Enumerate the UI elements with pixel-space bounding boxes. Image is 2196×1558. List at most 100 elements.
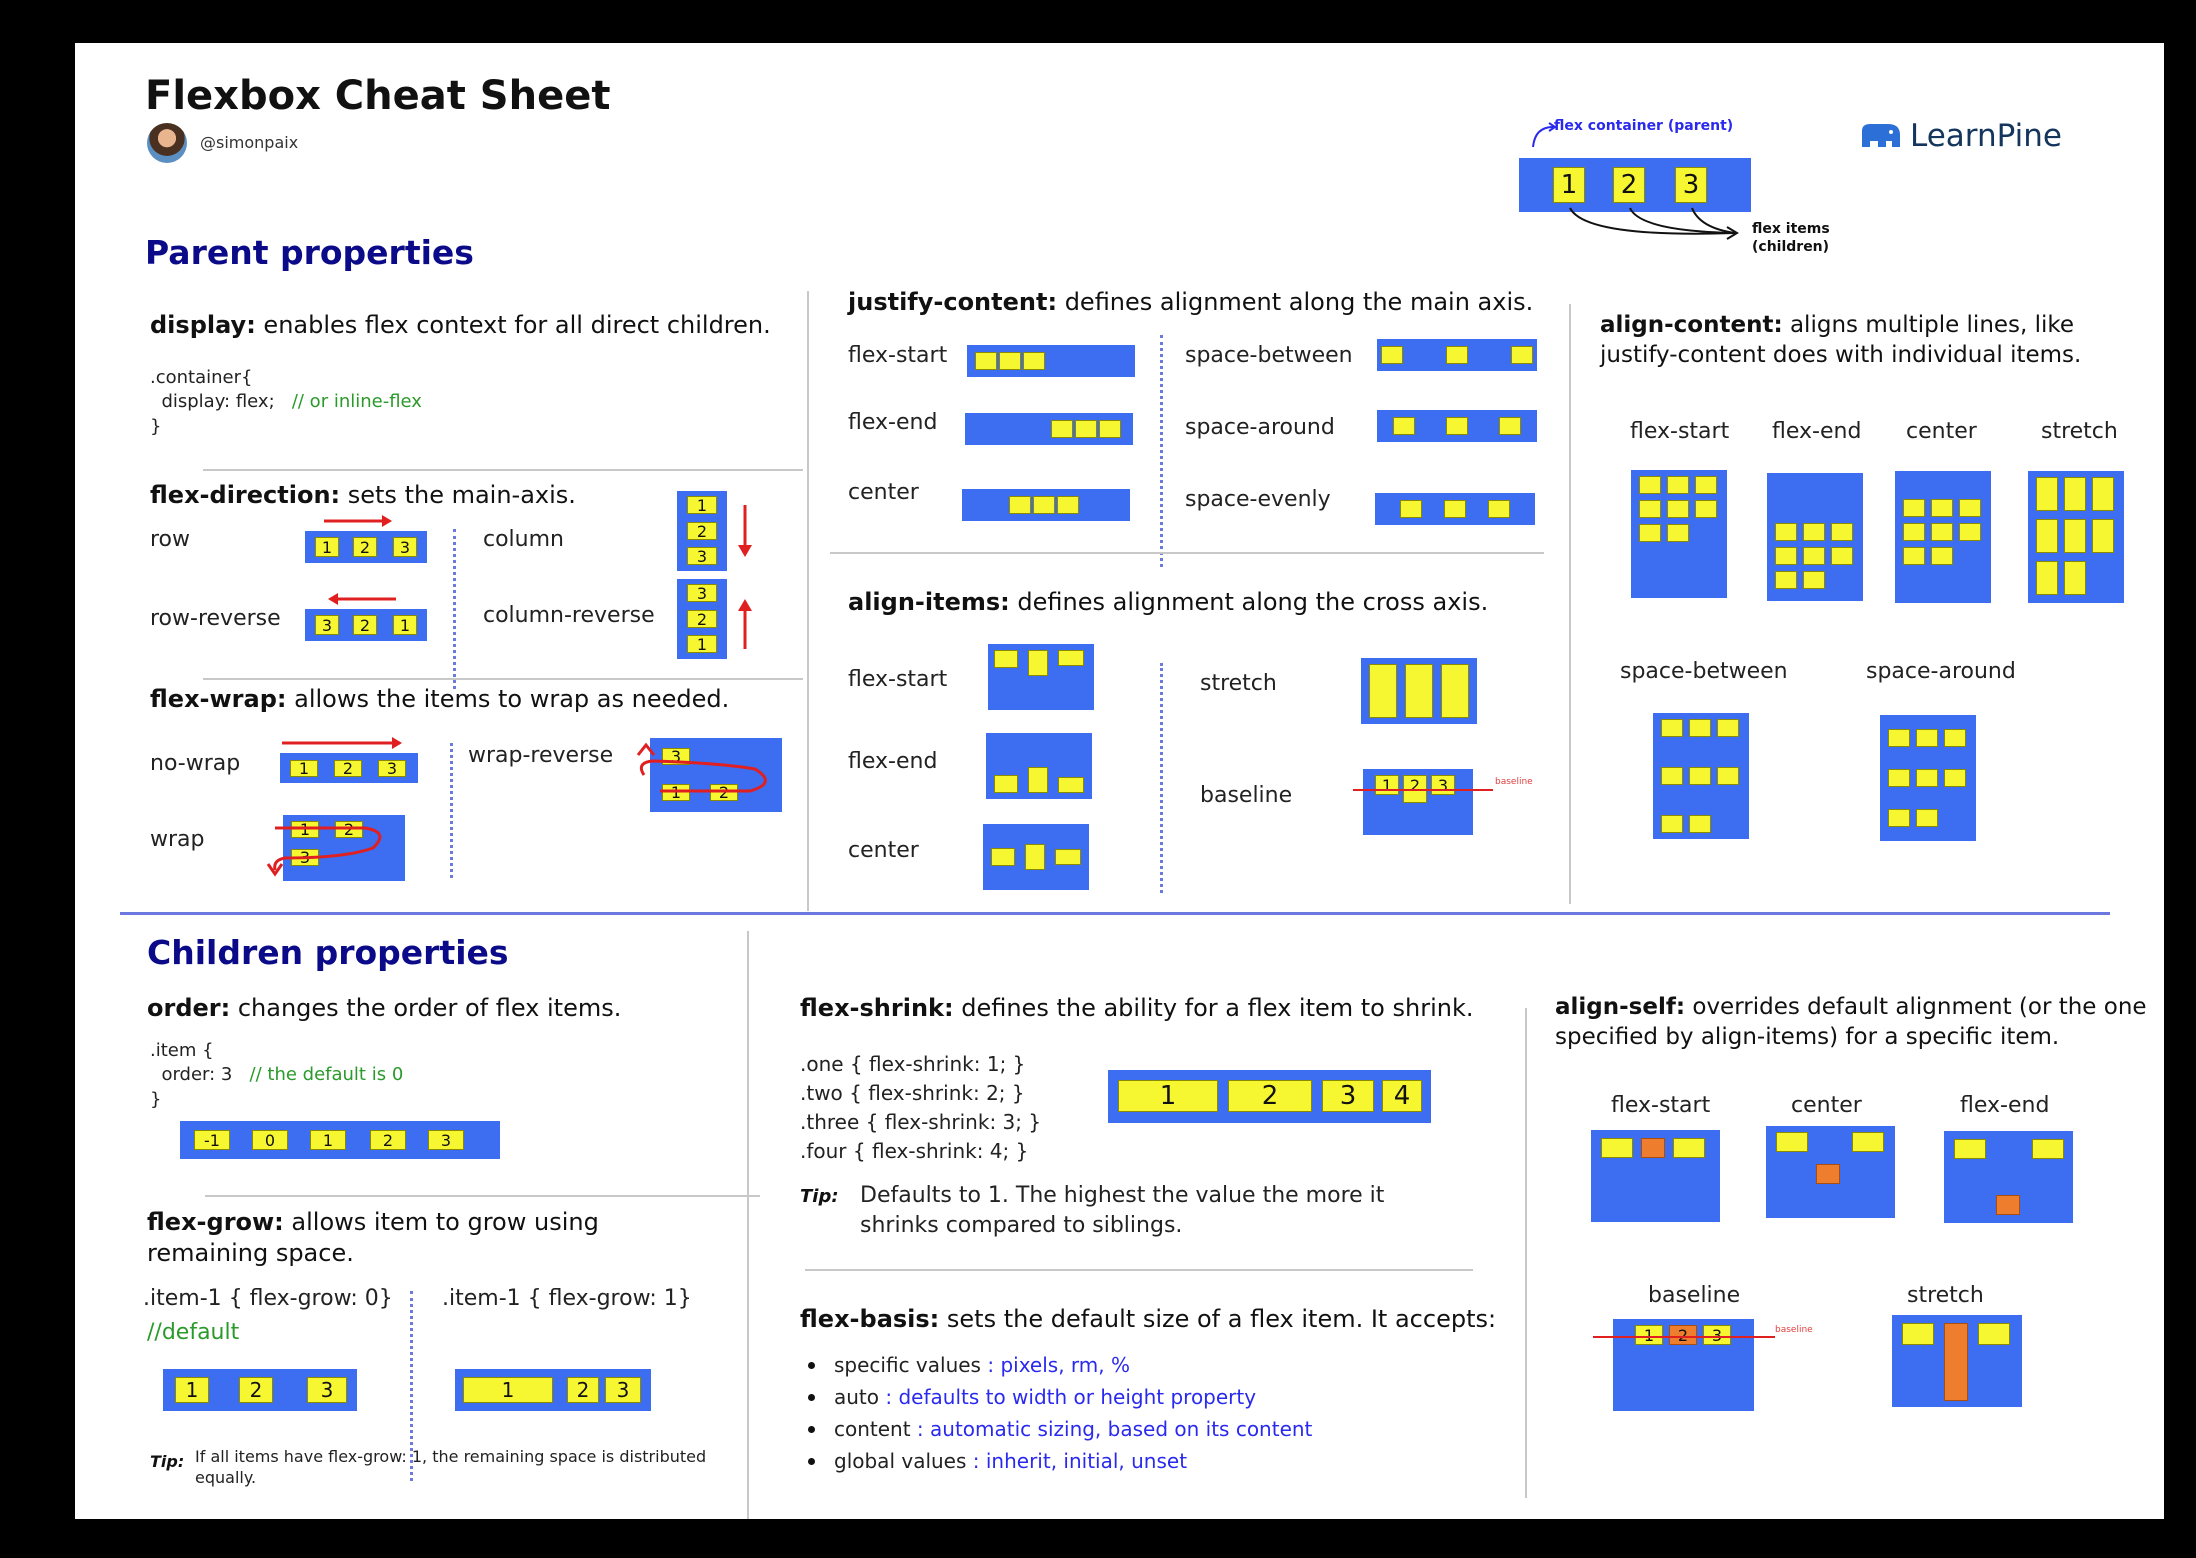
- shrink-tip-label: Tip:: [800, 1186, 839, 1207]
- label-flex-start: flex-start: [848, 667, 948, 692]
- flex-item: 2: [1228, 1080, 1312, 1112]
- flex-item: [1831, 547, 1853, 565]
- row-container: 1 2 3: [305, 531, 427, 563]
- cheat-sheet: Flexbox Cheat Sheet @simonpaix LearnPine…: [75, 43, 2164, 1519]
- justify-content-heading: justify-content: defines alignment along…: [848, 287, 1533, 318]
- flex-item: [1488, 500, 1510, 518]
- justify-flex-start-box: [967, 345, 1135, 377]
- flex-item: [1944, 729, 1966, 747]
- flex-item: [1959, 499, 1981, 517]
- flex-item: [1916, 769, 1938, 787]
- dotted-divider: [410, 1291, 413, 1481]
- grow-tip: If all items have flex-grow: 1, the rema…: [195, 1447, 707, 1487]
- align-self-stretch-box: [1892, 1315, 2022, 1407]
- column-divider: [747, 931, 749, 1519]
- code-line: }: [150, 415, 162, 437]
- flex-item: [1775, 571, 1797, 589]
- order-heading: order: changes the order of flex items.: [147, 993, 621, 1024]
- grow-code-b: .item-1 { flex-grow: 1}: [442, 1286, 692, 1311]
- flex-item: 3: [315, 615, 339, 635]
- grow-code-a: .item-1 { flex-grow: 0}: [143, 1286, 393, 1311]
- flex-item: [1058, 650, 1084, 666]
- flex-direction-heading: flex-direction: sets the main-axis.: [150, 480, 576, 511]
- flex-item: [2092, 477, 2114, 511]
- flex-item: [1954, 1139, 1986, 1159]
- children-annotation-line: flex items: [1752, 221, 1830, 237]
- flex-item: 3: [687, 584, 717, 603]
- flex-item: 4: [1382, 1080, 1422, 1112]
- label-stretch: stretch: [2041, 419, 2118, 444]
- flex-item: [1499, 417, 1521, 435]
- flex-item: [1902, 1323, 1934, 1345]
- code-line: order: 3: [150, 1064, 233, 1086]
- property-name: order:: [147, 994, 231, 1022]
- property-name: align-content:: [1600, 312, 1783, 338]
- property-desc: sets the default size of a flex item. It…: [939, 1305, 1497, 1333]
- flex-item: [1444, 500, 1466, 518]
- flex-item: [1381, 346, 1403, 364]
- author-handle: @simonpaix: [200, 133, 299, 152]
- flex-item: [1959, 523, 1981, 541]
- flex-item: 1: [290, 759, 318, 778]
- dotted-divider: [1160, 335, 1163, 567]
- flex-item: [1888, 769, 1910, 787]
- column-container: 1 2 3: [677, 491, 727, 571]
- column-reverse-container: 3 2 1: [677, 579, 727, 659]
- flex-item: 3: [307, 1377, 347, 1403]
- list-item: content : automatic sizing, based on its…: [800, 1413, 1312, 1445]
- column-divider: [807, 291, 809, 911]
- arrow-right-icon: [324, 515, 392, 527]
- flex-item: [1689, 719, 1711, 737]
- wrap-reverse-container: 3 1 2: [650, 738, 782, 812]
- order-code: .item { order: 3 // the default is 0}: [150, 1039, 403, 1112]
- list-item-value: : inherit, initial, unset: [966, 1449, 1188, 1473]
- flex-item: [1055, 849, 1081, 865]
- flex-item: 1: [1635, 1325, 1663, 1345]
- demo-container: 1 2 3: [1519, 158, 1751, 212]
- flex-item: [2032, 1139, 2064, 1159]
- property-desc: enables flex context for all direct chil…: [255, 311, 771, 339]
- property-name: flex-grow:: [147, 1208, 284, 1236]
- flex-item: [1369, 664, 1397, 718]
- children-annotation: flex items (children): [1752, 221, 1830, 256]
- flex-item: 3: [428, 1130, 464, 1150]
- flex-item: -1: [194, 1130, 230, 1150]
- align-items-heading: align-items: defines alignment along the…: [848, 587, 1488, 618]
- flex-item: [1511, 346, 1533, 364]
- label-wrap: wrap: [150, 827, 205, 852]
- property-desc: defines alignment along the cross axis.: [1009, 588, 1489, 616]
- flex-item: 3: [1322, 1080, 1374, 1112]
- flex-item: [1931, 523, 1953, 541]
- align-content-space-around-box: [1880, 715, 1976, 841]
- list-item-key: auto: [834, 1385, 880, 1409]
- label-baseline: baseline: [1648, 1283, 1741, 1308]
- section-title-parent: Parent properties: [145, 233, 474, 272]
- flex-item: [1400, 500, 1422, 518]
- flex-item: [1689, 767, 1711, 785]
- label-flex-start: flex-start: [1630, 419, 1730, 444]
- flex-item: [1931, 547, 1953, 565]
- flex-item: [2036, 519, 2058, 553]
- label-stretch: stretch: [1200, 671, 1277, 696]
- flex-item: [1803, 571, 1825, 589]
- display-heading: display: enables flex context for all di…: [150, 310, 790, 341]
- flex-item: [1689, 815, 1711, 833]
- flex-item: [1903, 523, 1925, 541]
- flex-item: [2064, 519, 2086, 553]
- property-desc: overrides default alignment (or the one …: [1555, 994, 2147, 1050]
- align-self-heading: align-self: overrides default alignment …: [1555, 993, 2155, 1053]
- code-line: .three { flex-shrink: 3; }: [800, 1110, 1042, 1134]
- justify-space-around-box: [1377, 410, 1537, 442]
- flex-item: [2064, 561, 2086, 595]
- flex-item: 3: [605, 1377, 641, 1403]
- column-divider: [1569, 304, 1571, 904]
- property-desc: allows item to grow using remaining spac…: [147, 1208, 599, 1268]
- property-name: display:: [150, 311, 256, 339]
- label-row: row: [150, 527, 191, 552]
- flex-item: [1057, 496, 1079, 514]
- property-name: justify-content:: [848, 288, 1058, 316]
- highlighted-item: [1996, 1195, 2020, 1215]
- flex-item: 0: [252, 1130, 288, 1150]
- flex-item: [1695, 476, 1717, 494]
- list-item-key: specific values: [834, 1353, 981, 1377]
